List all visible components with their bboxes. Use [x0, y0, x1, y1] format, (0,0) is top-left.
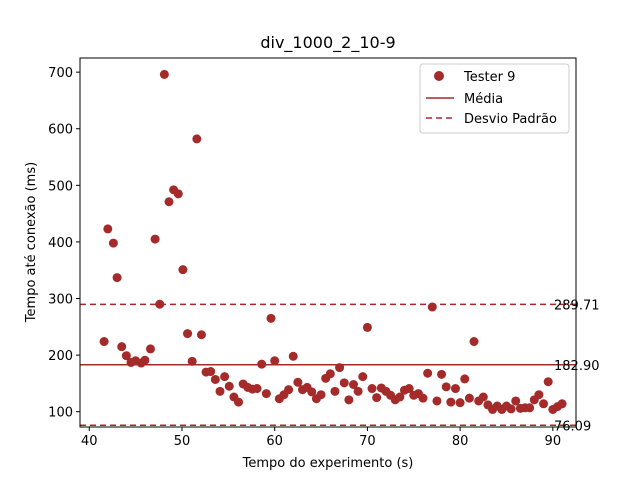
data-point [112, 273, 122, 283]
data-point [344, 395, 354, 405]
data-point [506, 404, 516, 414]
data-point [372, 393, 382, 403]
x-tick-label: 70 [359, 434, 376, 449]
data-point [196, 330, 206, 340]
data-point [418, 393, 428, 403]
data-point [427, 302, 437, 312]
data-point [257, 359, 267, 369]
data-point [159, 69, 169, 79]
legend-marker-scatter [434, 71, 444, 81]
data-point [103, 224, 113, 234]
data-point [192, 134, 202, 144]
data-point [460, 374, 470, 384]
data-point [395, 392, 405, 402]
data-point [557, 399, 567, 409]
data-point [220, 372, 230, 382]
data-point [353, 386, 363, 396]
data-point [99, 337, 109, 347]
data-point [121, 351, 131, 361]
plot-frame [79, 57, 577, 428]
data-point [210, 374, 220, 384]
data-point [362, 322, 372, 332]
data-point [335, 363, 345, 373]
y-tick-label: 500 [48, 179, 73, 194]
y-tick-label: 600 [48, 123, 73, 138]
data-point [270, 356, 280, 366]
y-tick-label: 400 [48, 236, 73, 251]
data-point [348, 380, 358, 390]
reference-line-label: 289.71 [554, 298, 600, 313]
data-point [464, 393, 474, 403]
x-axis-ticks: 40 50 60 70 80 90 [81, 427, 561, 449]
legend-box [419, 63, 570, 134]
y-axis-ticks: 100 200 300 400 500 600 700 [48, 66, 80, 421]
data-point [140, 355, 150, 365]
data-point [187, 356, 197, 366]
data-point [288, 351, 298, 361]
data-point [224, 381, 234, 391]
data-point [252, 384, 262, 394]
data-point [469, 337, 479, 347]
data-point [539, 399, 549, 409]
data-point [173, 189, 183, 199]
data-point [215, 386, 225, 396]
data-point [455, 398, 465, 408]
data-point [423, 368, 433, 378]
data-point [525, 403, 535, 413]
data-point [145, 344, 155, 354]
legend-label-tester: Tester 9 [463, 70, 515, 85]
y-tick-label: 300 [48, 293, 73, 308]
data-point [330, 386, 340, 396]
data-point [178, 265, 188, 275]
x-tick-label: 80 [452, 434, 469, 449]
data-point [206, 367, 216, 377]
x-tick-label: 90 [545, 434, 562, 449]
y-tick-label: 100 [48, 406, 73, 421]
data-point [316, 390, 326, 400]
data-point [534, 390, 544, 400]
x-axis-label: Tempo do experimento (s) [242, 456, 414, 471]
data-point [367, 384, 377, 394]
y-tick-label: 200 [48, 349, 73, 364]
data-point [358, 372, 368, 382]
x-tick-label: 60 [266, 434, 283, 449]
data-point [183, 329, 193, 339]
legend-label-mean: Média [464, 92, 503, 107]
data-point [155, 299, 165, 309]
data-point [511, 396, 521, 406]
data-point [446, 397, 456, 407]
data-points [99, 69, 567, 414]
data-point [266, 313, 276, 323]
data-point [432, 396, 442, 406]
data-point [117, 342, 127, 352]
data-point [261, 389, 271, 399]
data-point [150, 234, 160, 244]
data-point [108, 238, 118, 248]
data-point [307, 387, 317, 397]
data-point [450, 384, 460, 394]
data-point [437, 369, 447, 379]
data-point [325, 369, 335, 379]
data-point [441, 382, 451, 392]
data-point [404, 384, 414, 394]
data-point [478, 392, 488, 402]
data-point [164, 197, 174, 207]
data-point [293, 377, 303, 387]
y-tick-label: 700 [48, 66, 73, 81]
chart-title: div_1000_2_10-9 [260, 33, 395, 53]
x-tick-label: 50 [174, 434, 191, 449]
x-tick-label: 40 [81, 434, 98, 449]
legend: Tester 9 Média Desvio Padrão [419, 63, 570, 134]
data-point [339, 378, 349, 388]
legend-label-stddev: Desvio Padrão [464, 112, 557, 127]
data-point [234, 397, 244, 407]
reference-line-label: 182.90 [554, 359, 600, 374]
data-point [284, 385, 294, 395]
data-point [543, 377, 553, 387]
y-axis-label: Tempo até conexão (ms) [24, 162, 39, 323]
